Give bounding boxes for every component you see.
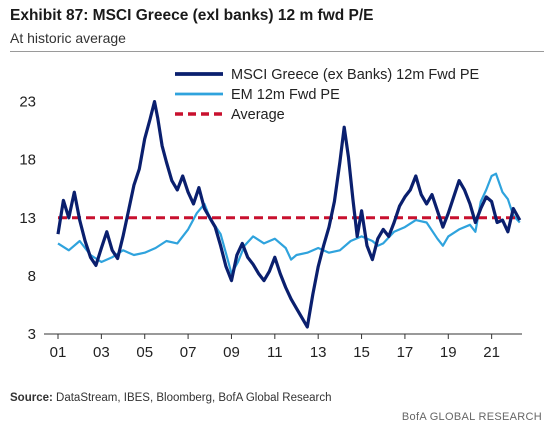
x-tick-label: 15: [353, 344, 370, 361]
chart-area: 3 8 13 18 23 01 03 05 07 09 11 13 15 17 19 21 MSCI Gree…: [19, 67, 522, 361]
y-tick-label: 8: [28, 268, 36, 285]
source-text: DataStream, IBES, Bloomberg, BofA Global…: [52, 392, 332, 404]
x-tick-label: 05: [136, 344, 153, 361]
axis-layer: 3 8 13 18 23 01 03 05 07 09 11 13 15 17 19 21: [19, 94, 522, 361]
x-tick-label: 19: [440, 344, 457, 361]
y-tick-label: 13: [19, 210, 36, 227]
brand-label: BofA GLOBAL RESEARCH: [401, 411, 542, 423]
x-tick-label: 21: [483, 344, 500, 361]
legend: MSCI Greece (ex Banks) 12m Fwd PE EM 12m …: [175, 67, 480, 123]
x-tick-label: 03: [93, 344, 110, 361]
x-tick-label: 07: [180, 344, 197, 361]
header-divider: [10, 51, 544, 52]
x-tick-label: 01: [50, 344, 67, 361]
x-tick-label: 09: [223, 344, 240, 361]
page-title: Exhibit 87: MSCI Greece (exl banks) 12 m…: [10, 7, 374, 24]
legend-label: Average: [231, 107, 285, 123]
series-line-em: [57, 172, 521, 275]
x-tick-label: 13: [310, 344, 327, 361]
source-label: Source:: [10, 392, 53, 404]
y-tick-label: 18: [19, 152, 36, 169]
x-tick-label: 11: [267, 344, 283, 361]
series-layer: [56, 100, 522, 329]
series-line-msci-greece: [56, 100, 522, 329]
legend-label: EM 12m Fwd PE: [231, 87, 340, 103]
source-note: Source: DataStream, IBES, Bloomberg, Bof…: [10, 392, 332, 404]
legend-label: MSCI Greece (ex Banks) 12m Fwd PE: [231, 67, 480, 83]
x-tick-label: 17: [397, 344, 414, 361]
y-tick-label: 23: [19, 94, 36, 111]
page-subtitle: At historic average: [10, 30, 126, 46]
y-tick-label: 3: [28, 326, 36, 343]
